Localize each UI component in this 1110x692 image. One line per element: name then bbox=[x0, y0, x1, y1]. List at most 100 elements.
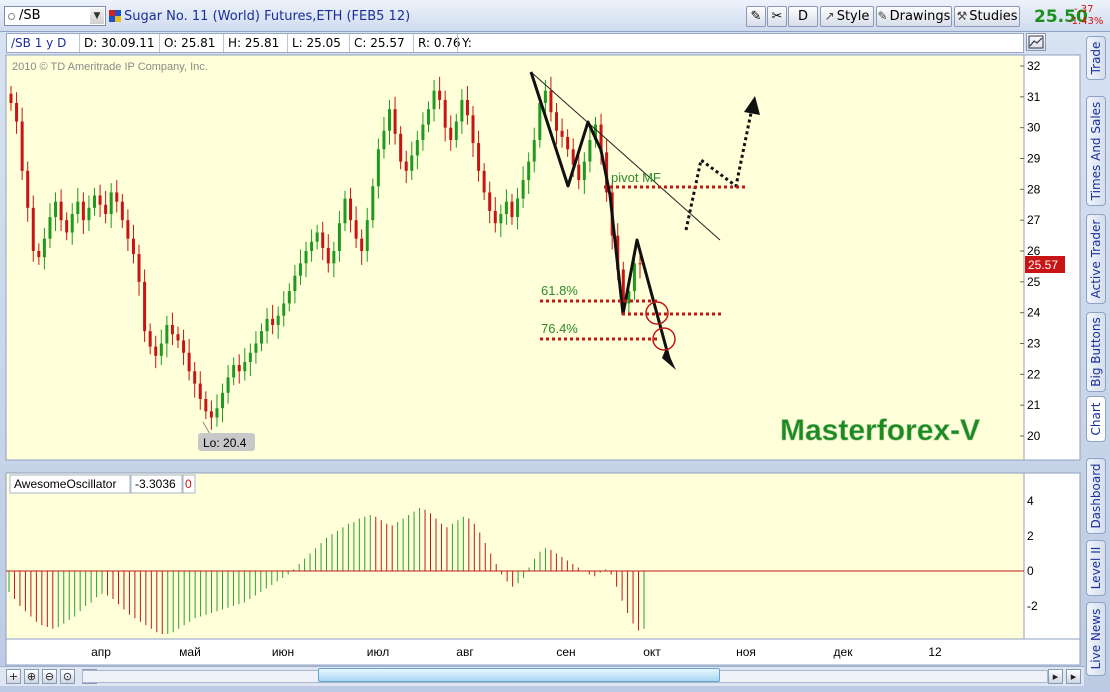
tab-dashboard[interactable]: Dashboard bbox=[1086, 458, 1106, 534]
candle-body bbox=[632, 263, 636, 292]
candle-body bbox=[276, 315, 280, 325]
candle-body bbox=[527, 161, 531, 181]
drawings-button[interactable]: ✎ Drawings bbox=[876, 6, 952, 27]
chart-settings-icon[interactable] bbox=[1026, 33, 1046, 51]
candle-body bbox=[488, 192, 492, 211]
fib-764-label: 76.4% bbox=[541, 321, 578, 336]
oscillator-tick-label: 0 bbox=[1027, 564, 1034, 578]
candle-body bbox=[599, 124, 603, 153]
candle-body bbox=[170, 325, 174, 335]
crosshair-icon[interactable]: + bbox=[6, 669, 21, 684]
candle-body bbox=[460, 99, 464, 122]
drawings-layer[interactable]: pivot MF 61.8% 76.4% bbox=[529, 71, 760, 370]
zoom-reset-icon[interactable]: ⊙ bbox=[60, 669, 75, 684]
candle-body bbox=[154, 346, 158, 356]
tab-times-and-sales-label: Times And Sales bbox=[1089, 101, 1103, 201]
low-marker-leader bbox=[202, 421, 211, 435]
tab-big-buttons[interactable]: Big Buttons bbox=[1086, 312, 1106, 392]
candle-body bbox=[37, 251, 41, 258]
candle-body bbox=[232, 365, 236, 378]
oscillator-tick-label: 2 bbox=[1027, 529, 1034, 543]
target-circle-upper[interactable] bbox=[645, 301, 669, 325]
price-tick-label: 21 bbox=[1027, 398, 1041, 412]
candle-body bbox=[577, 164, 581, 181]
candle-body bbox=[70, 214, 74, 233]
time-tick-labels: апр май июн июл авг сен окт ноя дек 12 bbox=[91, 645, 942, 659]
tab-active-trader[interactable]: Active Trader bbox=[1086, 214, 1106, 304]
tab-trade[interactable]: Trade bbox=[1086, 36, 1106, 80]
tab-chart[interactable]: Chart bbox=[1086, 396, 1106, 442]
bar-date: D: 30.09.11 bbox=[79, 34, 155, 52]
target-circle-lower[interactable] bbox=[652, 327, 676, 351]
candle-body bbox=[282, 303, 286, 316]
bar-high: H: 25.81 bbox=[223, 34, 279, 52]
oscillator-name-box[interactable] bbox=[9, 474, 131, 494]
chevron-down-icon[interactable]: ▼ bbox=[90, 8, 104, 24]
candle-body bbox=[410, 155, 414, 171]
zoom-in-icon[interactable]: ⊕ bbox=[24, 669, 39, 684]
candle-body bbox=[187, 352, 191, 372]
link-dot-icon[interactable] bbox=[8, 13, 15, 20]
time-scrollbar-thumb[interactable] bbox=[318, 668, 720, 682]
candle-body bbox=[532, 140, 536, 162]
candle-body bbox=[571, 149, 575, 165]
candle-body bbox=[221, 392, 225, 409]
candle-body bbox=[454, 121, 458, 140]
candle-body bbox=[98, 195, 102, 205]
candle-body bbox=[432, 90, 436, 110]
chart-canvas[interactable]: 2010 © TD Ameritrade IP Company, Inc. 2 0… bbox=[0, 0, 1084, 666]
exchange-flag-icon bbox=[109, 10, 121, 22]
price-tick-label: 32 bbox=[1027, 59, 1041, 73]
candle-body bbox=[215, 408, 219, 418]
tab-trade-label: Trade bbox=[1089, 41, 1103, 75]
zigzag-wave-path[interactable] bbox=[529, 71, 672, 363]
price-tick-label: 31 bbox=[1027, 90, 1041, 104]
current-price-text: 25.57 bbox=[1028, 258, 1058, 272]
candle-body bbox=[555, 112, 559, 131]
candle-body bbox=[388, 109, 392, 131]
period-button[interactable]: D bbox=[788, 6, 818, 27]
candle-body bbox=[627, 291, 631, 304]
candle-body bbox=[165, 325, 169, 344]
oscillator-tick-label: -2 bbox=[1027, 599, 1038, 613]
price-tick-label: 22 bbox=[1027, 367, 1041, 381]
symbol-period[interactable]: /SB 1 y D bbox=[11, 36, 67, 50]
candle-body bbox=[48, 217, 52, 239]
candle-body bbox=[376, 149, 380, 187]
candle-body bbox=[393, 109, 397, 134]
candle-body bbox=[549, 90, 553, 113]
expand-icon[interactable]: ▸ bbox=[1066, 669, 1081, 684]
tab-live-news[interactable]: Live News bbox=[1086, 602, 1106, 676]
candle-body bbox=[131, 238, 135, 255]
zoom-out-icon[interactable]: ⊖ bbox=[42, 669, 57, 684]
candle-body bbox=[360, 238, 364, 251]
price-tick-label: 26 bbox=[1027, 244, 1041, 258]
candle-body bbox=[248, 352, 252, 362]
scroll-right-icon[interactable]: ▸ bbox=[1048, 669, 1063, 684]
candle-body bbox=[382, 130, 386, 150]
time-axis bbox=[5, 638, 1081, 666]
bar-close: C: 25.57 bbox=[349, 34, 405, 52]
tab-big-buttons-label: Big Buttons bbox=[1089, 317, 1103, 387]
current-price-tag bbox=[1025, 256, 1065, 273]
symbol-selector[interactable]: /SB ▼ bbox=[4, 6, 106, 26]
time-tick-label: сен bbox=[556, 645, 575, 659]
oscillator-panel bbox=[5, 472, 1025, 640]
candle-body bbox=[349, 198, 353, 221]
oscillator-value: -3.3036 bbox=[135, 477, 176, 491]
drawing-tools-icon[interactable]: ✎ bbox=[746, 6, 766, 27]
copyright-watermark: 2010 © TD Ameritrade IP Company, Inc. bbox=[12, 61, 208, 73]
oscillator-name[interactable]: AwesomeOscillator bbox=[14, 477, 116, 491]
studies-button[interactable]: ⚒ Studies bbox=[954, 6, 1020, 27]
tab-level-ii[interactable]: Level II bbox=[1086, 540, 1106, 596]
style-button[interactable]: ↗ Style bbox=[820, 6, 874, 27]
candle-body bbox=[226, 377, 230, 393]
settings-tools-icon[interactable]: ✂ bbox=[767, 6, 787, 27]
low-marker-label: Lo: 20.4 bbox=[203, 436, 247, 450]
oscillator-axis bbox=[1023, 472, 1081, 640]
tab-times-and-sales[interactable]: Times And Sales bbox=[1086, 96, 1106, 206]
tab-active-trader-label: Active Trader bbox=[1089, 219, 1103, 299]
price-tick-labels: 20 21 22 23 24 25 26 27 28 29 30 31 32 bbox=[1020, 59, 1041, 443]
oscillator-zero-box bbox=[182, 474, 196, 494]
